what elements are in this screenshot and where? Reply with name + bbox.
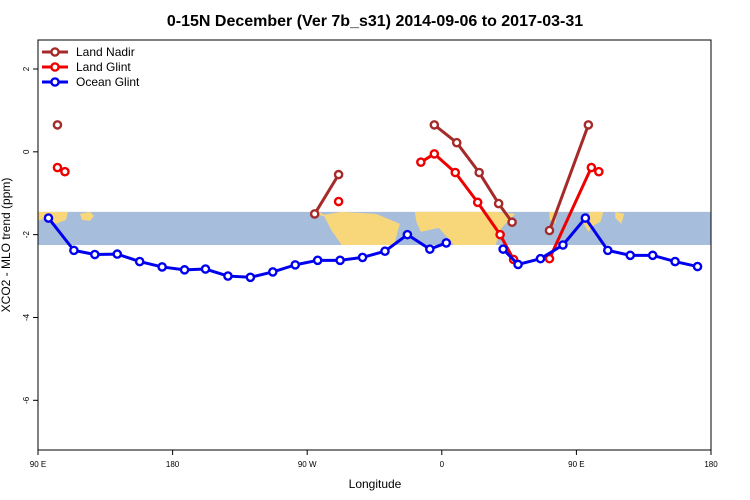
data-point-land-nadir: [544, 225, 555, 236]
plot-frame: [37, 39, 712, 451]
data-point-land-nadir: [474, 167, 484, 178]
legend-label-ocean-glint: Ocean Glint: [76, 75, 140, 89]
data-point-ocean-glint: [498, 244, 508, 254]
data-point-ocean-glint: [223, 271, 233, 281]
x-tick-label: 180: [704, 460, 718, 469]
series-ocean-glint: [43, 213, 703, 283]
data-point-land-glint: [594, 166, 604, 177]
x-tick-label: 90 W: [298, 460, 317, 469]
data-point-land-nadir: [493, 198, 504, 209]
data-point-ocean-glint: [625, 250, 636, 261]
data-point-land-nadir: [309, 209, 320, 219]
data-point-ocean-glint: [43, 213, 54, 223]
data-point-ocean-glint: [580, 213, 591, 223]
series-land-nadir: [52, 120, 594, 236]
data-point-ocean-glint: [670, 256, 680, 267]
data-point-ocean-glint: [69, 245, 79, 256]
data-point-land-glint: [416, 157, 426, 167]
x-tick-label: 90 E: [30, 460, 46, 469]
y-tick-label: -4: [22, 313, 31, 321]
legend-marker-ocean-glint: [50, 77, 60, 87]
x-tick-label: 0: [440, 460, 445, 469]
x-tick-label: 180: [166, 460, 180, 469]
data-point-land-glint: [450, 167, 461, 178]
series-line-land-nadir: [548, 124, 590, 232]
data-point-ocean-glint: [402, 229, 413, 240]
data-point-land-glint: [495, 229, 505, 240]
data-point-ocean-glint: [513, 259, 523, 270]
data-point-land-glint: [472, 197, 483, 208]
data-point-land-glint: [52, 162, 63, 173]
data-point-ocean-glint: [692, 261, 703, 272]
y-axis-label: XCO2 - MLO trend (ppm): [0, 178, 13, 313]
legend-marker-land-glint: [50, 62, 60, 72]
data-point-ocean-glint: [558, 240, 568, 250]
data-point-ocean-glint: [245, 272, 256, 283]
data-point-ocean-glint: [535, 253, 546, 264]
series-land-glint: [52, 149, 604, 265]
data-point-ocean-glint: [647, 250, 658, 261]
y-tick-label: 2: [22, 66, 31, 71]
data-point-land-glint: [544, 253, 555, 264]
data-point-ocean-glint: [603, 245, 613, 256]
y-tick-label: -6: [22, 396, 31, 404]
x-axis-label: Longitude: [349, 477, 402, 491]
data-point-ocean-glint: [380, 246, 390, 257]
data-point-ocean-glint: [312, 255, 323, 266]
data-point-land-nadir: [583, 120, 594, 130]
land-philippines: [615, 211, 625, 224]
chart-title: 0-15N December (Ver 7b_s31) 2014-09-06 t…: [167, 13, 583, 30]
data-point-land-glint: [429, 149, 440, 159]
data-point-ocean-glint: [357, 252, 368, 263]
legend-label-land-glint: Land Glint: [76, 60, 131, 74]
data-point-ocean-glint: [179, 265, 190, 275]
x-axis: 90 E 180 90 W 0 90 E 180: [30, 450, 718, 469]
legend-label-land-nadir: Land Nadir: [76, 45, 135, 59]
data-point-ocean-glint: [441, 238, 452, 248]
legend-marker-land-nadir: [50, 47, 60, 57]
x-tick-label: 90 E: [568, 460, 584, 469]
y-tick-label: 0: [22, 149, 31, 154]
land-new-guinea: [80, 211, 94, 221]
data-point-land-glint: [60, 166, 70, 177]
data-point-ocean-glint: [290, 260, 301, 270]
series-line-ocean-glint: [502, 216, 698, 268]
data-point-land-nadir: [333, 169, 344, 180]
data-point-ocean-glint: [200, 264, 211, 274]
land-south-america: [323, 211, 400, 245]
y-tick-label: -2: [22, 231, 31, 239]
map-band: [38, 211, 711, 245]
data-point-land-glint: [586, 162, 597, 173]
data-point-land-nadir: [52, 120, 63, 130]
data-point-ocean-glint: [112, 249, 123, 259]
data-point-ocean-glint: [268, 267, 278, 277]
data-point-land-nadir: [507, 217, 517, 228]
y-axis: 2 0 -2 -4 -6: [22, 66, 38, 404]
data-point-land-glint: [333, 196, 344, 207]
series-line-land-nadir: [313, 173, 340, 215]
data-point-land-nadir: [429, 120, 440, 130]
series-layer: [43, 120, 703, 283]
data-point-ocean-glint: [90, 249, 100, 260]
data-point-ocean-glint: [134, 256, 145, 267]
data-point-land-nadir: [451, 137, 462, 148]
data-point-ocean-glint: [157, 262, 167, 272]
data-point-ocean-glint: [335, 255, 345, 266]
data-point-ocean-glint: [425, 244, 435, 254]
